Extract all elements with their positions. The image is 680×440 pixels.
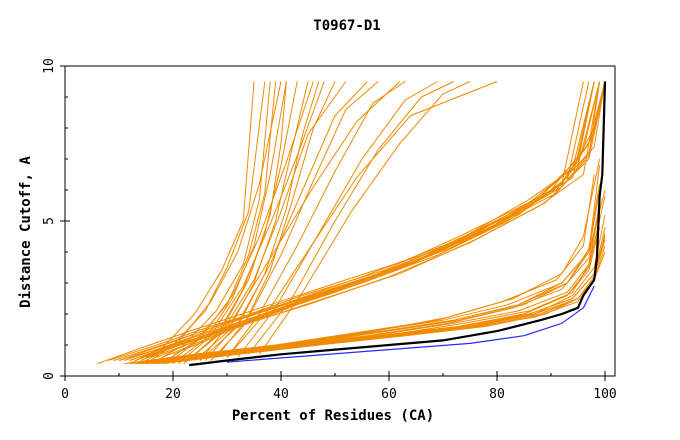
series-line-52 [145, 208, 601, 365]
series-layer [97, 81, 607, 367]
x-tick-label-1: 20 [165, 387, 181, 402]
x-tick-label-5: 100 [593, 387, 616, 402]
series-line-36 [129, 81, 595, 361]
series-line-42 [124, 174, 595, 365]
series-line-55 [151, 227, 606, 365]
highlight-series-line [189, 81, 607, 367]
y-tick-label-2: 10 [42, 58, 57, 74]
series-line-7 [140, 81, 266, 365]
series-line-54 [140, 189, 606, 365]
series-line-5 [199, 81, 320, 361]
x-tick-label-0: 0 [61, 387, 69, 402]
x-tick-label-4: 80 [489, 387, 505, 402]
series-line-51 [135, 165, 601, 365]
series-line-37 [172, 81, 606, 355]
reference-series-line [226, 285, 595, 363]
series-line-11 [183, 81, 347, 364]
series-line-9 [210, 81, 336, 361]
x-tick-label-3: 60 [381, 387, 397, 402]
y-tick-label-0: 0 [42, 372, 57, 380]
series-line-34 [97, 81, 584, 365]
series-line-23 [129, 81, 606, 361]
series-line-31 [162, 81, 606, 358]
series-line-2 [161, 81, 277, 365]
series-line-10 [167, 81, 314, 364]
series-line-47 [129, 158, 601, 365]
y-axis-label: Distance Cutoff, A [18, 156, 34, 308]
y-tick-label-1: 5 [42, 217, 57, 225]
series-line-53 [156, 233, 606, 365]
x-axis-label: Percent of Residues (CA) [232, 408, 434, 424]
plot-frame [64, 65, 616, 377]
ticks-layer: 0 20 40 60 80 100 0 5 10 [42, 58, 617, 402]
chart-title: T0967-D1 [313, 18, 380, 34]
series-line-13 [215, 81, 379, 358]
x-tick-label-2: 40 [273, 387, 289, 402]
